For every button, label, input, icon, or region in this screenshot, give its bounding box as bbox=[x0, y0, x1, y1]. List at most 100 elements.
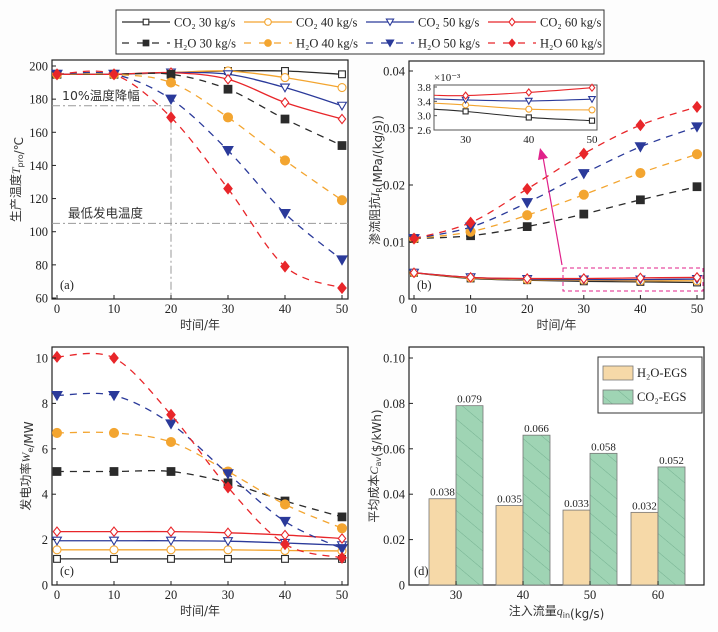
data-point-h2o_50 bbox=[279, 208, 291, 220]
panel-d-cost: 0.038 0.079 30 0.035 0.066 40 0.033 0.058 50 0.03… bbox=[367, 346, 705, 621]
legend-frame bbox=[115, 9, 605, 55]
legend-label: H₂O-EGS bbox=[637, 366, 687, 380]
zoom-region-box bbox=[562, 267, 704, 292]
data-point-co2_30 bbox=[53, 554, 61, 563]
y-tick-label: 180 bbox=[29, 93, 48, 107]
data-point-h2o_50 bbox=[108, 390, 120, 402]
data-point-h2o_50 bbox=[222, 469, 234, 480]
x-tick-label: 20 bbox=[165, 588, 178, 602]
data-point-h2o_60 bbox=[223, 182, 233, 195]
data-point-co2_40 bbox=[52, 545, 62, 555]
inset-series-co2_50 bbox=[433, 98, 593, 102]
legend-item-co2_30: CO₂ 30 kg/s bbox=[122, 16, 235, 30]
legend-label: H₂O 40 kg/s bbox=[296, 37, 358, 51]
panel-label: (a) bbox=[60, 278, 74, 292]
panel-label: (d) bbox=[414, 564, 429, 578]
x-tick-label: 10 bbox=[464, 302, 477, 316]
bar-value-label: 0.033 bbox=[564, 498, 589, 510]
y-tick-label: 0.06 bbox=[383, 442, 405, 456]
y-tick-label: 200 bbox=[29, 60, 48, 74]
inset-point-co2_60 bbox=[525, 88, 533, 97]
data-point-h2o_30 bbox=[280, 114, 290, 124]
y-tick-label: 0 bbox=[399, 293, 405, 307]
bar-value-label: 0.058 bbox=[591, 441, 616, 453]
x-axis-label: 时间/年 bbox=[180, 604, 220, 618]
bar-co2-60 bbox=[657, 466, 686, 586]
y-tick-label: 0.01 bbox=[383, 236, 405, 250]
x-tick-label: 40 bbox=[634, 302, 647, 316]
panel-label: (c) bbox=[60, 564, 74, 578]
legend-marker-circle-open-icon bbox=[264, 18, 272, 26]
y-tick-label: 4 bbox=[42, 488, 49, 502]
legend-marker-square-open-icon bbox=[142, 18, 150, 26]
x-tick-label: 10 bbox=[108, 588, 121, 602]
y-axis-label: 生产温度Tpro/℃ bbox=[8, 137, 26, 222]
series-line-h2o_30 bbox=[56, 470, 343, 518]
inset-x-tick-label: 50 bbox=[587, 134, 599, 146]
inset-y-tick-label: 2.6 bbox=[417, 125, 431, 137]
data-point-co2_30 bbox=[338, 70, 346, 79]
data-point-h2o_30 bbox=[579, 209, 589, 219]
x-tick-label: 0 bbox=[411, 302, 417, 316]
legend-label: CO₂ 60 kg/s bbox=[540, 16, 601, 30]
y-tick-label: 80 bbox=[36, 258, 49, 272]
data-point-h2o_30 bbox=[52, 467, 62, 476]
inset-y-tick-label: 3.0 bbox=[417, 111, 431, 123]
y-axis-label: 发电功率We/MW bbox=[18, 421, 36, 510]
data-point-co2_40 bbox=[280, 73, 290, 83]
data-point-h2o_40 bbox=[336, 195, 348, 206]
x-tick-label: 40 bbox=[279, 302, 292, 316]
bar-value-label: 0.038 bbox=[430, 487, 455, 499]
legend-item-h2o_60: H₂O 60 kg/s bbox=[488, 37, 602, 51]
data-point-h2o_50 bbox=[279, 516, 291, 528]
x-tick-label: 30 bbox=[450, 588, 463, 602]
x-axis-label: 时间/年 bbox=[180, 318, 220, 332]
data-point-h2o_60 bbox=[692, 100, 702, 113]
y-tick-label: 0.02 bbox=[383, 533, 405, 547]
annotation-label: 最低发电温度 bbox=[68, 205, 144, 220]
x-tick-label: 30 bbox=[578, 302, 591, 316]
y-tick-label: 120 bbox=[29, 192, 48, 206]
x-tick-label: 40 bbox=[279, 588, 292, 602]
y-tick-label: 8 bbox=[42, 397, 48, 411]
y-tick-label: 0.10 bbox=[383, 352, 405, 366]
data-point-h2o_30 bbox=[522, 222, 532, 231]
y-tick-label: 140 bbox=[29, 159, 48, 173]
data-point-h2o_40 bbox=[635, 167, 646, 179]
bar-co2-30 bbox=[455, 405, 484, 586]
bar-h2o-40 bbox=[495, 505, 524, 586]
y-tick-label: 0.04 bbox=[383, 488, 406, 502]
data-point-co2_60 bbox=[52, 526, 62, 538]
data-point-h2o_40 bbox=[222, 112, 234, 123]
data-point-h2o_60 bbox=[578, 147, 589, 160]
arrow-head-icon bbox=[538, 148, 548, 160]
data-point-h2o_50 bbox=[521, 198, 534, 209]
data-point-h2o_30 bbox=[636, 195, 645, 205]
data-point-co2_40 bbox=[337, 82, 347, 93]
series-line-co2_60 bbox=[413, 272, 698, 280]
legend-item-co2_60: CO₂ 60 kg/s bbox=[488, 16, 601, 30]
panel-b-impedance: 0 10 20 30 40 50 0 0.01 0.02 0.03 0.04 (b) 时间/年 渗流阻抗I… bbox=[367, 60, 705, 332]
data-point-co2_60 bbox=[166, 526, 176, 538]
legend-marker-triangle-filled-icon bbox=[385, 39, 395, 48]
x-tick-label: 50 bbox=[691, 302, 704, 316]
inset-chart: 30 40 50 2.6 3.0 3.4 3.8×10⁻³ bbox=[417, 72, 598, 146]
y-tick-label: 160 bbox=[29, 126, 48, 140]
legend-swatch-h2o bbox=[602, 365, 634, 381]
data-point-h2o_60 bbox=[223, 481, 233, 494]
panel-label: (b) bbox=[417, 278, 432, 292]
data-point-h2o_60 bbox=[166, 408, 176, 421]
legend-swatch-co2 bbox=[602, 389, 634, 405]
data-point-h2o_30 bbox=[109, 467, 119, 476]
data-point-h2o_50 bbox=[634, 142, 647, 153]
legend-label: CO₂-EGS bbox=[637, 390, 687, 404]
data-point-h2o_60 bbox=[465, 216, 476, 229]
data-point-h2o_40 bbox=[108, 427, 120, 438]
legend-label: H₂O 50 kg/s bbox=[418, 37, 480, 51]
data-point-co2_60 bbox=[337, 113, 347, 125]
data-point-h2o_30 bbox=[166, 69, 176, 79]
inset-y-tick-label: 3.4 bbox=[417, 96, 431, 108]
inset-point-co2_60 bbox=[588, 83, 596, 93]
bar-value-label: 0.066 bbox=[524, 423, 549, 435]
